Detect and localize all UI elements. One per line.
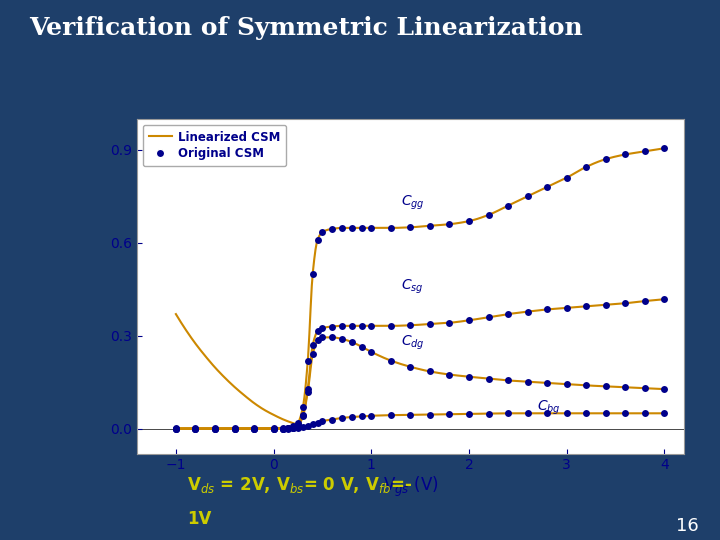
- Text: V$_{ds}$ = 2V, V$_{bs}$= 0 V, V$_{fb}$=-: V$_{ds}$ = 2V, V$_{bs}$= 0 V, V$_{fb}$=-: [187, 475, 413, 495]
- Text: C$_{gg}$: C$_{gg}$: [400, 194, 424, 212]
- Text: C$_{bg}$: C$_{bg}$: [537, 399, 561, 416]
- Text: 1V: 1V: [187, 510, 212, 528]
- X-axis label: V$_{gs}$ (V): V$_{gs}$ (V): [382, 475, 438, 500]
- Text: 16: 16: [675, 517, 698, 535]
- Text: C$_{sg}$: C$_{sg}$: [400, 278, 423, 296]
- Legend: Linearized CSM, Original CSM: Linearized CSM, Original CSM: [143, 125, 287, 166]
- Text: C$_{dg}$: C$_{dg}$: [400, 333, 424, 352]
- Text: Verification of Symmetric Linearization: Verification of Symmetric Linearization: [29, 16, 582, 40]
